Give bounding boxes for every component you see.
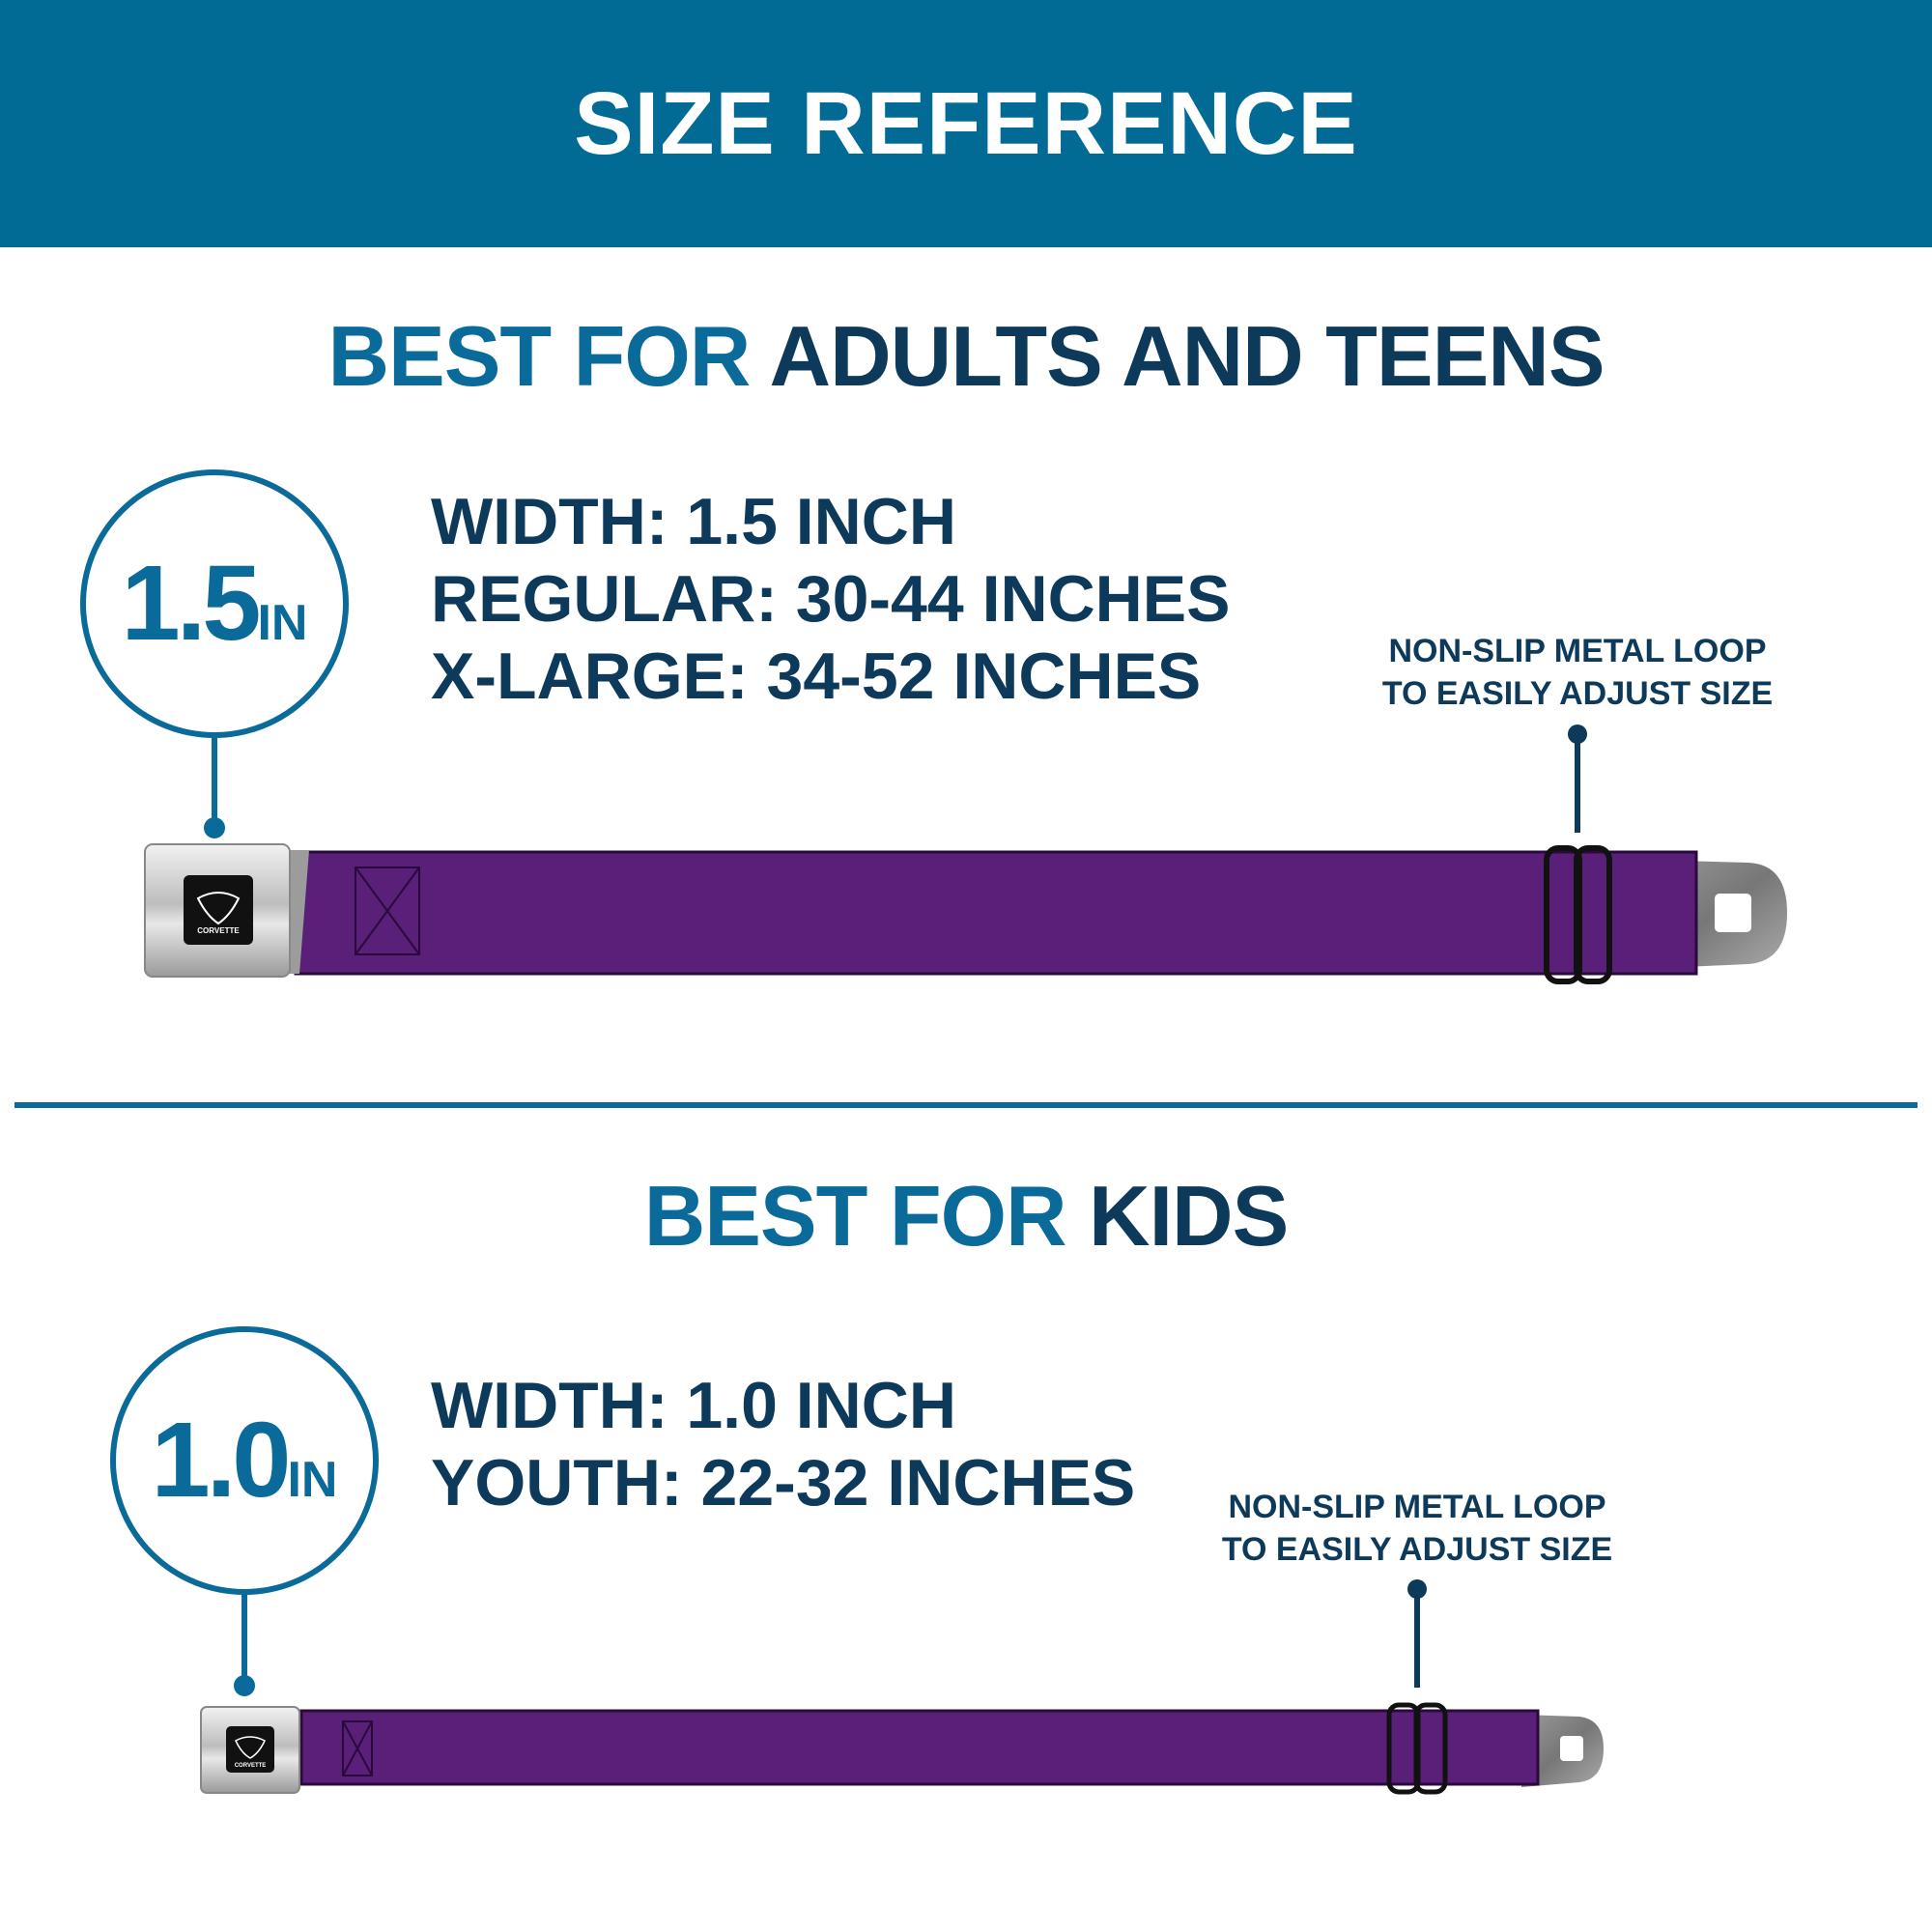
kids-heading: BEST FOR KIDS — [0, 1167, 1932, 1265]
loop-pointer-dot — [1568, 724, 1587, 744]
tongue-slot — [1715, 894, 1751, 932]
note-line: NON-SLIP METAL LOOP — [1228, 1489, 1606, 1525]
width-badge-label: 1.5IN — [81, 470, 348, 737]
adults-heading: BEST FOR ADULTS AND TEENS — [0, 307, 1932, 406]
spec-youth: YOUTH: 22-32 INCHES — [431, 1446, 1136, 1520]
purple-strap — [294, 850, 1698, 976]
badge-unit: IN — [257, 595, 308, 651]
adult-belt-image: CORVETTE — [144, 843, 1787, 984]
badge-value: 1.0 — [151, 1401, 292, 1520]
buckle-logo-text: CORVETTE — [235, 1763, 267, 1769]
spec-xlarge: X-LARGE: 34-52 INCHES — [431, 639, 1202, 713]
loop-note: NON-SLIP METAL LOOP TO EASILY ADJUST SIZ… — [1288, 630, 1867, 715]
loop-note: NON-SLIP METAL LOOP TO EASILY ADJUST SIZ… — [1127, 1486, 1707, 1571]
badge-value: 1.5 — [121, 544, 262, 663]
badge-connector-dot — [204, 817, 225, 838]
heading-accent: BEST FOR — [327, 308, 751, 404]
purple-strap — [299, 1709, 1540, 1786]
note-line: TO EASILY ADJUST SIZE — [1221, 1531, 1613, 1568]
badge-unit: IN — [287, 1452, 338, 1508]
badge-connector-dot — [234, 1675, 255, 1696]
note-line: NON-SLIP METAL LOOP — [1388, 633, 1767, 669]
stitch-box — [342, 1720, 373, 1776]
width-badge-label: 1.0IN — [111, 1327, 378, 1594]
page-title: SIZE REFERENCE — [574, 74, 1358, 173]
note-line: TO EASILY ADJUST SIZE — [1381, 675, 1774, 712]
buckle-logo-text: CORVETTE — [197, 926, 240, 935]
header-banner — [0, 0, 1932, 247]
stitch-box — [355, 867, 420, 955]
heading-main: KIDS — [1089, 1168, 1289, 1264]
spec-width: WIDTH: 1.5 INCH — [431, 485, 956, 558]
buckle-logo-plate — [226, 1726, 274, 1773]
heading-main: ADULTS AND TEENS — [769, 308, 1605, 404]
kids-spec-list: WIDTH: 1.0 INCH YOUTH: 22-32 INCHES — [431, 1367, 1135, 1521]
adult-spec-list: WIDTH: 1.5 INCH REGULAR: 30-44 INCHES X-… — [431, 483, 1231, 715]
loop-pointer-dot — [1407, 1579, 1427, 1599]
tongue-slot — [1560, 1736, 1583, 1761]
heading-accent: BEST FOR — [643, 1168, 1067, 1264]
spec-regular: REGULAR: 30-44 INCHES — [431, 562, 1231, 636]
buckle-logo-plate — [184, 875, 253, 945]
spec-width: WIDTH: 1.0 INCH — [431, 1369, 956, 1442]
kids-belt-image: CORVETTE — [200, 1702, 1604, 1795]
